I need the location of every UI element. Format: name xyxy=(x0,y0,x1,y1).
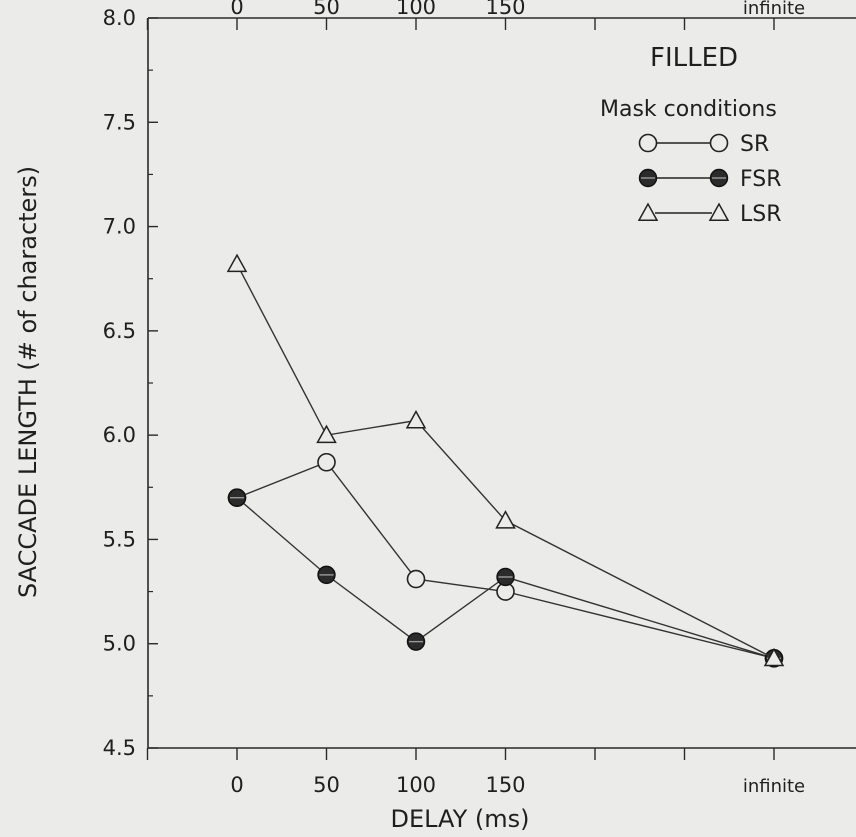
x-tick-label: 100 xyxy=(396,773,436,797)
data-point-sr xyxy=(317,452,336,472)
y-axis-title: SACCADE LENGTH (# of characters) xyxy=(14,166,42,598)
x-tick-label: 50 xyxy=(313,773,340,797)
series-lsr xyxy=(226,253,785,667)
data-point-lsr xyxy=(226,253,248,273)
x-top-tick-label: 100 xyxy=(396,0,436,19)
data-point-lsr xyxy=(316,424,337,444)
legend-label: SR xyxy=(740,132,769,157)
series-fsr xyxy=(227,488,784,668)
x-tick-label: 150 xyxy=(485,773,525,797)
data-point-sr xyxy=(406,569,426,589)
x-axis-title: DELAY (ms) xyxy=(390,805,529,833)
legend: SR FSR LSR xyxy=(637,132,782,227)
legend-marker xyxy=(638,133,658,153)
series-sr xyxy=(227,452,784,668)
y-tick-label: 6.0 xyxy=(103,423,136,447)
legend-marker xyxy=(708,202,730,221)
y-tick-label: 7.0 xyxy=(103,215,136,239)
x-tick-label: 0 xyxy=(230,773,243,797)
y-tick-label: 6.5 xyxy=(103,319,136,343)
data-point-lsr xyxy=(405,409,427,429)
legend-marker xyxy=(637,202,659,221)
chart-annotation: FILLED xyxy=(650,43,738,73)
y-tick-label: 8.0 xyxy=(103,6,136,30)
data-point-lsr xyxy=(495,510,516,529)
series-line-sr xyxy=(236,461,775,659)
y-tick-label: 5.0 xyxy=(103,632,136,656)
series-layer xyxy=(226,253,785,668)
x-tick-label: infinite xyxy=(743,776,805,797)
data-point-lsr xyxy=(763,647,785,667)
axes: 4.5 5.0 5.5 6.0 6.5 7.0 7.5 8.0 0 0 50 50 100 100 150 1… xyxy=(103,0,856,797)
x-top-tick-label: 0 xyxy=(230,0,243,19)
x-top-tick-label: 150 xyxy=(485,0,525,19)
y-tick-label: 4.5 xyxy=(103,736,136,760)
legend-label: LSR xyxy=(740,202,782,227)
x-top-tick-label: infinite xyxy=(743,0,805,19)
legend-item-fsr: FSR xyxy=(638,167,782,192)
x-top-tick-label: 50 xyxy=(313,0,340,19)
legend-item-sr: SR xyxy=(638,132,769,157)
legend-title: Mask conditions xyxy=(600,97,777,122)
legend-item-lsr: LSR xyxy=(637,202,782,227)
y-tick-label: 5.5 xyxy=(103,527,136,551)
y-tick-label: 7.5 xyxy=(103,110,136,134)
legend-label: FSR xyxy=(740,167,782,192)
legend-marker xyxy=(709,133,729,153)
